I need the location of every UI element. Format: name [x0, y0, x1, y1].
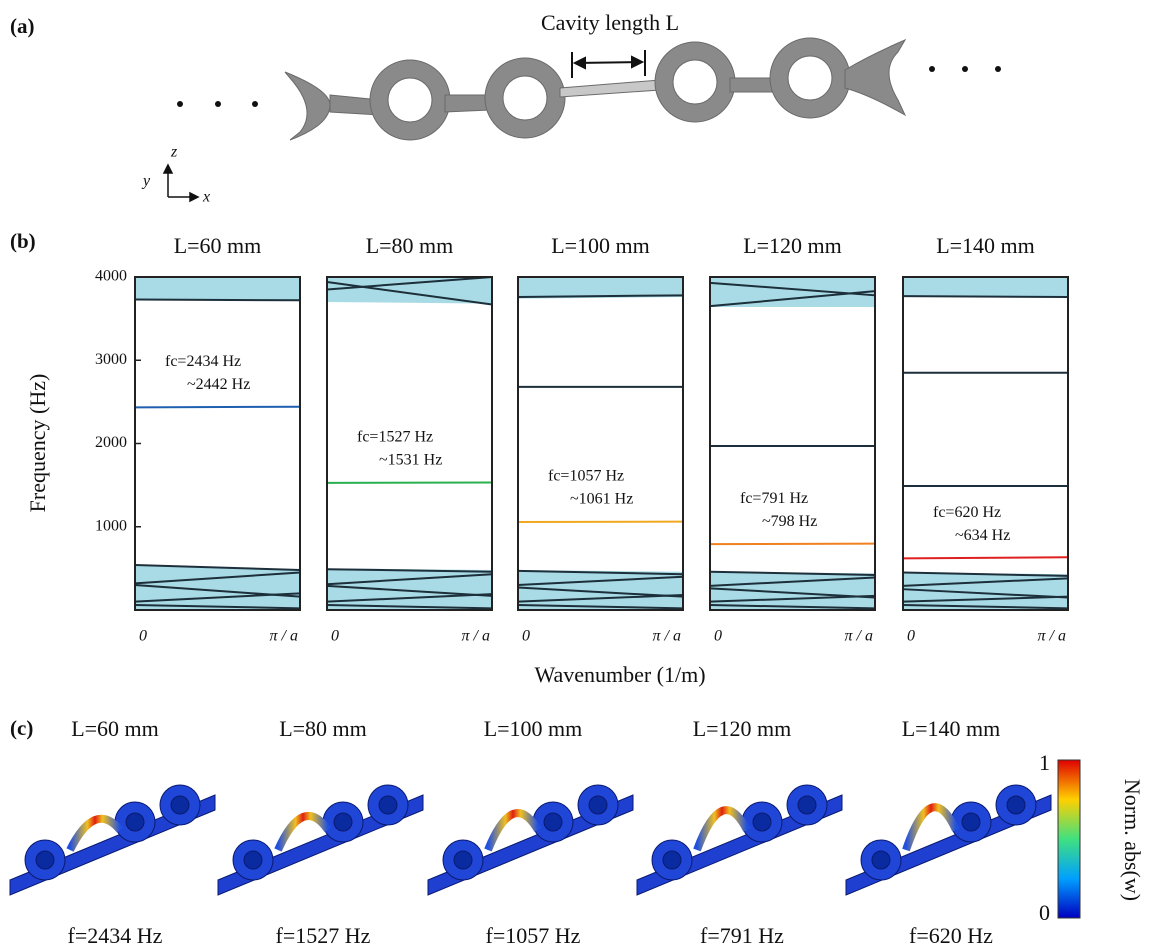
passband	[327, 277, 492, 304]
annotation: fc=791 Hz	[740, 490, 808, 507]
mode-title: L=100 mm	[484, 716, 583, 741]
ring-hole	[798, 796, 816, 814]
annotation: fc=620 Hz	[933, 504, 1001, 521]
chart-title: L=60 mm	[174, 233, 262, 258]
x-tick-label: π / a	[462, 628, 490, 645]
x-tick-label: π / a	[270, 628, 298, 645]
mode-caption: f=1527 Hz	[276, 923, 371, 948]
mode-shape	[428, 785, 633, 895]
passband	[518, 570, 683, 610]
ring-hole	[36, 851, 54, 869]
passband	[327, 568, 492, 610]
x-tick-label: π / a	[1038, 628, 1066, 645]
cavity-label: Cavity length L	[541, 10, 679, 35]
chart-title: L=140 mm	[936, 233, 1035, 258]
ring-hole	[334, 813, 352, 831]
plot-frame	[518, 277, 683, 610]
chart-title: L=100 mm	[551, 233, 650, 258]
x-tick-label: π / a	[653, 628, 681, 645]
chart-title: L=80 mm	[366, 233, 454, 258]
mode-caption: f=1057 Hz	[486, 923, 581, 948]
mode-title: L=140 mm	[902, 716, 1001, 741]
band-line	[710, 544, 875, 545]
chart-title: L=120 mm	[743, 233, 842, 258]
axis-x: x	[202, 189, 210, 206]
ring-hole	[589, 796, 607, 814]
x-tick-label: 0	[139, 628, 147, 645]
ring-hole	[126, 813, 144, 831]
x-tick-label: π / a	[845, 628, 873, 645]
annotation: ~634 Hz	[955, 527, 1010, 544]
axis-triad	[164, 165, 198, 201]
colorbar-tick-label: 1	[1039, 750, 1050, 775]
passband	[710, 277, 875, 307]
passband	[710, 572, 875, 610]
passband	[903, 277, 1068, 297]
ring-hole	[1007, 796, 1025, 814]
mode-shape	[637, 785, 842, 895]
plot-frame	[710, 277, 875, 610]
x-tick-label: 0	[714, 628, 722, 645]
ring-hole	[244, 851, 262, 869]
colorbar	[1058, 760, 1080, 918]
band-line	[135, 299, 300, 300]
annotation: fc=1057 Hz	[548, 468, 624, 485]
x-tick-label: 0	[522, 628, 530, 645]
panel-label: (a)	[10, 14, 35, 38]
ring-hole	[454, 851, 472, 869]
panel-label: (c)	[10, 716, 33, 740]
colorbar-tick-label: 0	[1039, 900, 1050, 925]
mode-caption: f=620 Hz	[909, 923, 993, 948]
ring-hole	[962, 813, 980, 831]
annotation: ~798 Hz	[762, 513, 817, 530]
ring-hole	[753, 813, 771, 831]
ring-hole	[663, 851, 681, 869]
mode-shape	[10, 785, 215, 895]
mode-title: L=120 mm	[693, 716, 792, 741]
y-tick-label: 1000	[95, 517, 127, 534]
annotation: ~1531 Hz	[379, 452, 442, 469]
passband	[135, 277, 300, 300]
annotation: ~2442 Hz	[187, 376, 250, 393]
ring-hole	[544, 813, 562, 831]
band-line	[903, 296, 1068, 297]
annotation: fc=2434 Hz	[165, 353, 241, 370]
ring-hole	[379, 796, 397, 814]
plot-frame	[903, 277, 1068, 610]
panel-label: (b)	[10, 229, 36, 253]
annotation: fc=1527 Hz	[357, 429, 433, 446]
y-axis-label: Frequency (Hz)	[25, 374, 50, 513]
mode-title: L=60 mm	[71, 716, 159, 741]
x-tick-label: 0	[331, 628, 339, 645]
axis-y: y	[141, 173, 151, 190]
structure	[177, 38, 1001, 140]
mode-caption: f=2434 Hz	[68, 923, 163, 948]
cavity-arrow	[572, 50, 645, 78]
x-tick-label: 0	[907, 628, 915, 645]
band-line	[135, 407, 300, 408]
colorbar-label: Norm. abs(w)	[1120, 779, 1145, 901]
ring-hole	[171, 796, 189, 814]
plot-frame	[135, 277, 300, 610]
y-tick-label: 4000	[95, 268, 127, 285]
annotation: ~1061 Hz	[570, 491, 633, 508]
x-axis-label: Wavenumber (1/m)	[534, 662, 705, 687]
ring-hole	[872, 851, 890, 869]
mode-shape	[846, 785, 1051, 895]
axis-z: z	[170, 144, 178, 161]
mode-shape	[218, 785, 423, 895]
band-line	[903, 557, 1068, 558]
mode-title: L=80 mm	[279, 716, 367, 741]
y-tick-label: 3000	[95, 351, 127, 368]
y-tick-label: 2000	[95, 434, 127, 451]
mode-caption: f=791 Hz	[700, 923, 784, 948]
figure: (a) (b) (c) Cavity length L z y x Freque…	[0, 0, 1155, 951]
